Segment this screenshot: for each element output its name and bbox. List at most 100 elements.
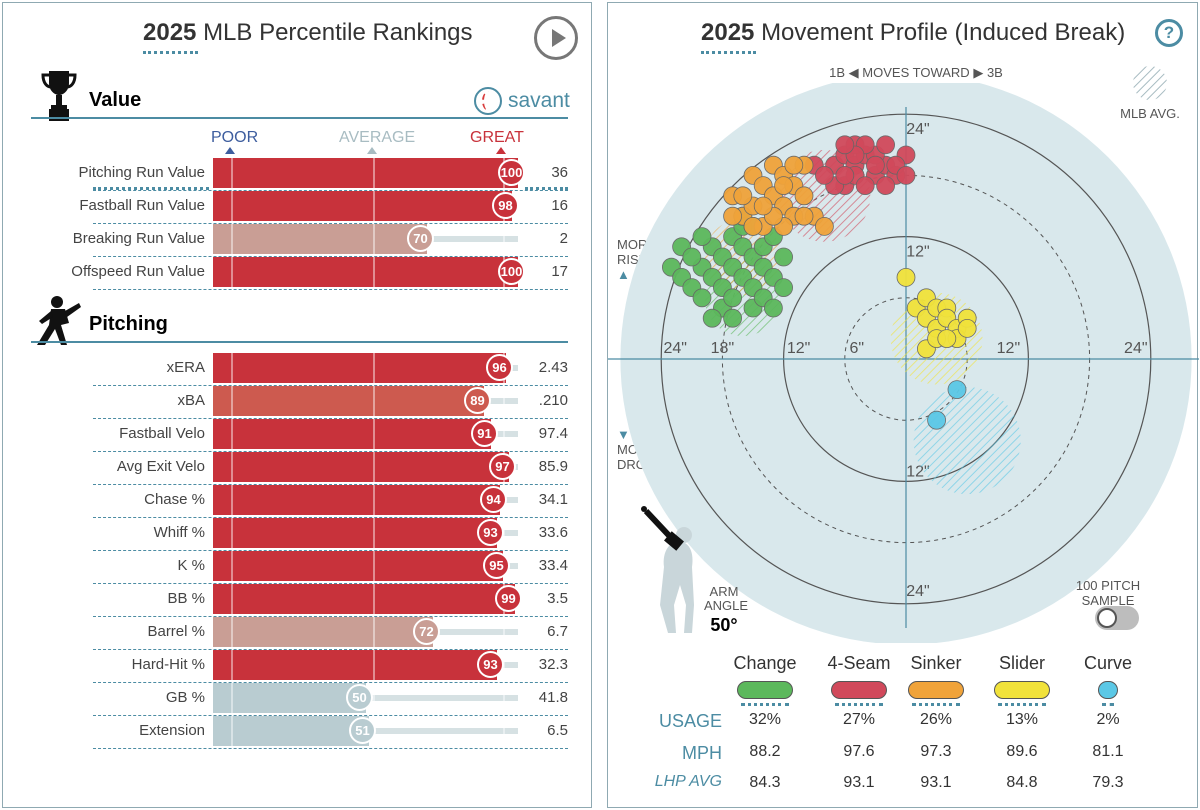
mph-row-label: MPH <box>682 743 722 763</box>
scale-gridline <box>231 257 233 287</box>
pitcher-arm-icon <box>641 506 694 633</box>
metric-value: 2 <box>559 230 568 247</box>
pitch-point-4-seam <box>835 166 855 185</box>
pitch-point-4-seam <box>876 176 896 195</box>
scale-gridline <box>373 224 375 254</box>
arrow-right-icon: ▶ <box>973 65 984 80</box>
movement-profile-panel: 2025 Movement Profile (Induced Break) ? … <box>607 2 1199 808</box>
percentile-bar[interactable] <box>213 485 500 515</box>
pitch-type-swatch[interactable] <box>831 681 887 699</box>
ring-label-18-left: 18" <box>711 340 734 357</box>
metric-label: Whiff % <box>153 524 205 541</box>
percentile-bar[interactable] <box>213 650 497 680</box>
movement-title-text: Movement Profile (Induced Break) <box>761 19 1126 46</box>
pitch-type-name: Slider <box>998 653 1046 673</box>
pitcher-icon <box>37 296 81 345</box>
pitch-type-swatch[interactable] <box>737 681 793 699</box>
title-underline <box>143 51 198 54</box>
pitch-point-change <box>763 298 783 318</box>
arrow-up-icon: ▲ <box>617 267 630 282</box>
percentile-bar[interactable] <box>213 551 503 581</box>
metric-label: K % <box>177 557 205 574</box>
percentile-bar[interactable] <box>213 353 506 383</box>
direction-middle: MOVES TOWARD <box>862 65 970 80</box>
help-icon[interactable]: ? <box>1155 19 1183 47</box>
percentile-circle: 98 <box>492 192 519 219</box>
pitch-type-name: 4-Seam <box>827 653 891 673</box>
percentile-bar[interactable] <box>213 257 518 287</box>
row-divider <box>93 451 568 452</box>
percentile-bar[interactable] <box>213 584 515 614</box>
pitch-point-change <box>692 227 712 247</box>
swatch-underline <box>741 703 789 706</box>
scale-gridline <box>373 683 375 713</box>
scale-gridline <box>373 584 375 614</box>
play-icon[interactable] <box>534 16 578 60</box>
pitch-point-change <box>702 308 722 328</box>
percentile-circle: 50 <box>346 684 373 711</box>
percentile-bar[interactable] <box>213 452 509 482</box>
percentile-title: 2025 MLB Percentile Rankings <box>143 19 473 47</box>
percentile-bar[interactable] <box>213 224 427 254</box>
savant-logo[interactable]: savant <box>508 89 570 112</box>
percentile-circle: 96 <box>486 354 513 381</box>
pitch-usage-value: 32% <box>748 711 782 728</box>
pitch-point-4-seam <box>855 176 875 195</box>
row-divider <box>93 190 568 191</box>
percentile-circle: 70 <box>407 225 434 252</box>
metric-value: 36 <box>551 164 568 181</box>
pitch-point-sinker <box>784 155 804 175</box>
percentile-circle: 93 <box>477 651 504 678</box>
sample-label: 100 PITCH SAMPLE <box>1063 578 1153 608</box>
section-divider <box>31 341 568 343</box>
direction-left: 1B <box>829 65 846 80</box>
scale-gridline <box>231 386 233 416</box>
pitch-lhp-avg-value: 84.3 <box>749 774 781 791</box>
pitch-mph-value: 97.3 <box>920 743 952 760</box>
title-underline <box>701 51 756 54</box>
sample-toggle[interactable] <box>1095 606 1139 630</box>
pitch-point-change <box>723 288 742 308</box>
percentile-bar[interactable] <box>213 158 518 188</box>
pitch-mph-value: 97.6 <box>843 743 875 760</box>
arm-angle-label: ARM ANGLE <box>704 585 748 613</box>
pitch-type-name: Curve <box>1083 653 1132 673</box>
pitch-point-4-seam <box>876 135 896 155</box>
pitch-usage-value: 26% <box>919 711 953 728</box>
row-divider <box>93 748 568 749</box>
usage-row-label: USAGE <box>658 711 722 731</box>
poor-arrow-icon <box>225 147 235 154</box>
percentile-bar[interactable] <box>213 617 433 647</box>
swatch-underline <box>912 703 960 706</box>
scale-gridline <box>231 584 233 614</box>
section-divider <box>31 117 568 119</box>
percentile-bar[interactable] <box>213 716 369 746</box>
percentile-bar[interactable] <box>213 683 366 713</box>
percentile-bar[interactable] <box>213 419 491 449</box>
row-divider <box>93 715 568 716</box>
sample-line2: SAMPLE <box>1081 593 1135 608</box>
percentile-bar[interactable] <box>213 386 484 416</box>
percentile-circle: 100 <box>498 159 525 186</box>
percentile-bar[interactable] <box>213 191 512 221</box>
pitch-type-swatch[interactable] <box>1098 681 1118 699</box>
great-arrow-icon <box>496 147 506 154</box>
pitch-point-curve <box>927 410 947 430</box>
percentile-bar[interactable] <box>213 518 497 548</box>
pitch-type-swatch[interactable] <box>908 681 964 699</box>
direction-right: 3B <box>986 65 1003 80</box>
row-divider <box>93 649 568 650</box>
metric-value: 16 <box>551 197 568 214</box>
scale-gridline <box>231 224 233 254</box>
metric-label: Barrel % <box>147 623 205 640</box>
metric-value: 17 <box>551 263 568 280</box>
metric-label: Avg Exit Velo <box>116 458 205 475</box>
movement-title: 2025 Movement Profile (Induced Break) <box>701 19 1125 47</box>
percentile-circle: 100 <box>498 258 525 285</box>
scale-gridline <box>373 353 375 383</box>
scale-gridline <box>231 353 233 383</box>
metric-value: 33.6 <box>538 524 568 541</box>
pitch-type-swatch[interactable] <box>994 681 1050 699</box>
metric-value: 41.8 <box>538 689 568 706</box>
row-divider <box>93 223 568 224</box>
